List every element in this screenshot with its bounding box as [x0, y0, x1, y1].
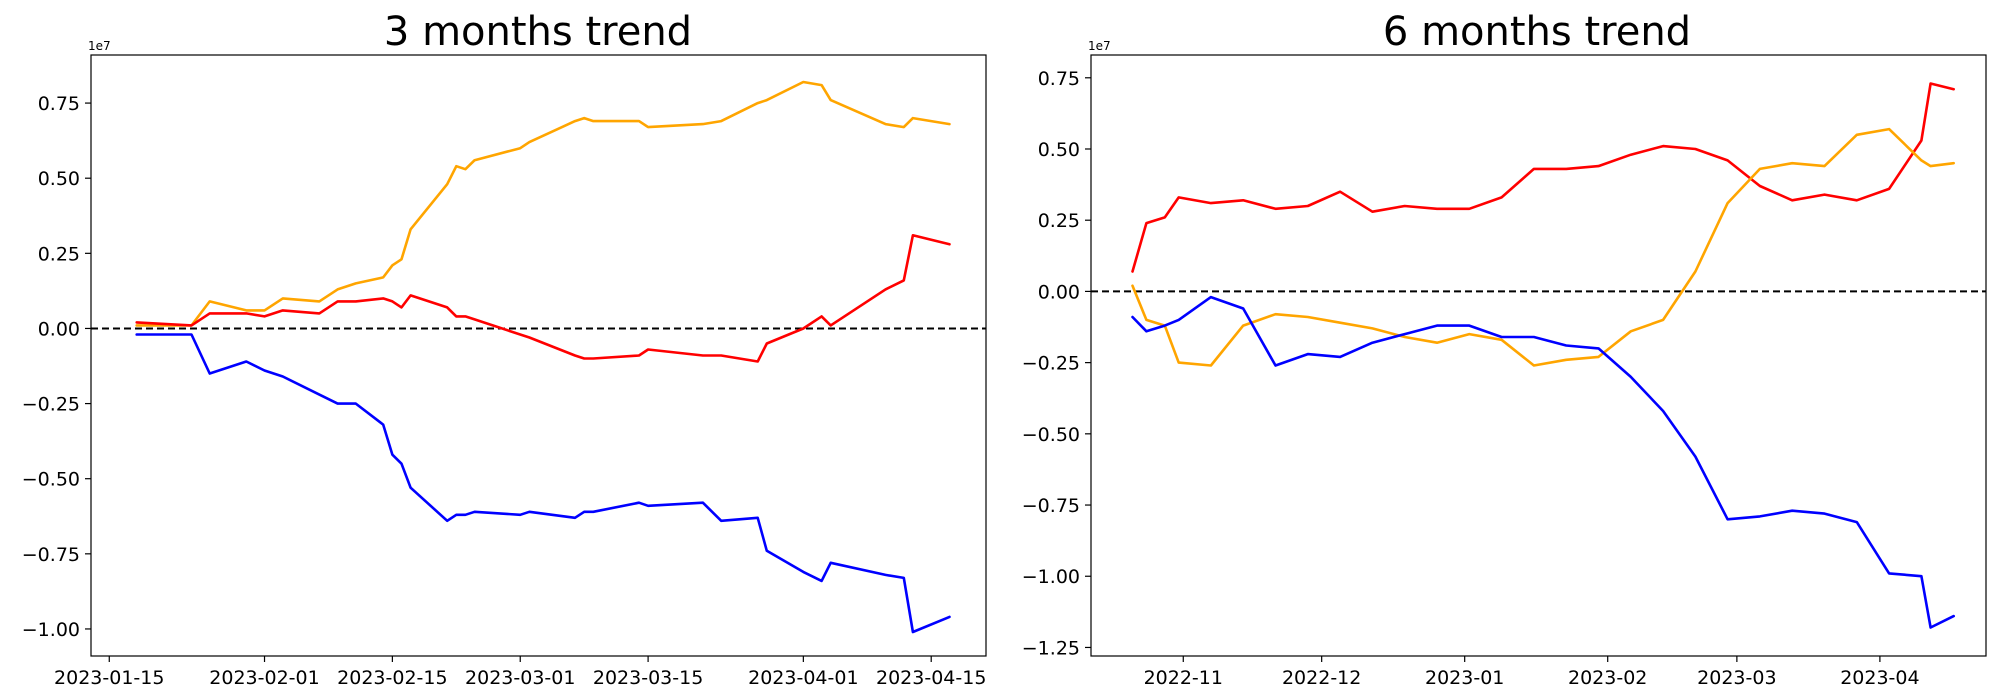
x-tick-label: 2023-02-15: [337, 667, 447, 689]
x-tick-label: 2023-04: [1840, 667, 1919, 689]
y-tick-label: 0.00: [1038, 281, 1080, 303]
y-offset-label: 1e7: [88, 39, 111, 53]
y-tick-label: −1.00: [1022, 566, 1080, 588]
series-line-2: [135, 234, 951, 363]
x-tick-label: 2023-02: [1568, 667, 1647, 689]
y-tick-label: −0.50: [22, 469, 80, 491]
x-tick-label: 2023-03-15: [593, 667, 703, 689]
y-tick-label: −0.25: [22, 394, 80, 416]
y-tick-label: 0.25: [1038, 210, 1080, 232]
y-tick-label: −1.25: [1022, 637, 1080, 659]
y-tick-label: −0.25: [1022, 353, 1080, 375]
x-tick-label: 2023-02-01: [209, 667, 319, 689]
x-tick-label: 2022-11: [1144, 667, 1223, 689]
x-tick-label: 2023-04-01: [748, 667, 858, 689]
series-line-3: [1131, 295, 1955, 629]
y-tick-label: −0.75: [1022, 495, 1080, 517]
chart-title: 3 months trend: [384, 9, 692, 55]
x-tick-label: 2022-12: [1282, 667, 1361, 689]
y-tick-label: 0.50: [1038, 139, 1080, 161]
axes-frame: [1090, 54, 1987, 657]
y-tick-label: 0.75: [1038, 68, 1080, 90]
chart-title: 6 months trend: [1383, 9, 1691, 55]
x-tick-label: 2023-03-01: [465, 667, 575, 689]
y-tick-label: 0.25: [38, 243, 80, 265]
y-tick-label: 0.00: [38, 318, 80, 340]
y-tick-label: 0.50: [38, 168, 80, 190]
x-tick-label: 2023-04-15: [876, 667, 986, 689]
chart-3-months-trend: 3 months trend 1e7 −1.00 −0.75 −0.50 −0.25 0…: [22, 9, 987, 689]
axes-frame: [90, 54, 987, 657]
series-line-1: [135, 80, 951, 327]
y-tick-label: −0.75: [22, 544, 80, 566]
x-tick-label: 2023-01: [1425, 667, 1504, 689]
y-offset-label: 1e7: [1088, 39, 1111, 53]
series-line-2: [1131, 127, 1955, 367]
chart-6-months-trend: 6 months trend 1e7 −1.25 −1.00 −0.75 −0.50 −…: [1022, 9, 1987, 689]
y-tick-label: −0.50: [1022, 424, 1080, 446]
x-tick-label: 2023-03: [1697, 667, 1776, 689]
series-line-1: [1131, 82, 1955, 273]
series-line-3: [135, 333, 951, 634]
y-tick-label: 0.75: [38, 93, 80, 115]
x-tick-label: 2023-01-15: [54, 667, 164, 689]
y-tick-label: −1.00: [22, 619, 80, 641]
